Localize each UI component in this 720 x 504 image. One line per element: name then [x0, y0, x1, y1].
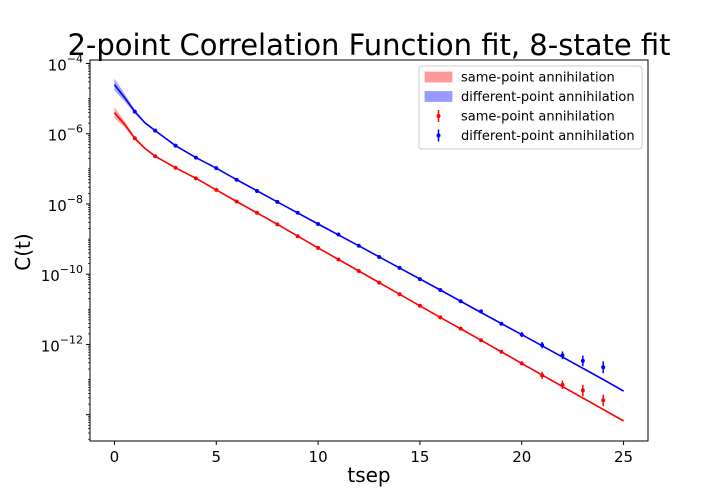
chart-title: 2-point Correlation Function fit, 8-stat… — [67, 28, 670, 62]
data-point — [132, 136, 137, 141]
x-axis-label: tsep — [347, 463, 390, 487]
data-point — [519, 361, 524, 366]
legend-label: different-point annihilation — [461, 129, 635, 144]
data-point — [275, 222, 280, 227]
legend-label: same-point annihilation — [461, 110, 615, 125]
data-point — [417, 277, 422, 282]
data-point — [254, 210, 259, 215]
data-point — [193, 155, 198, 160]
data-point — [234, 177, 239, 182]
legend-label: different-point annihilation — [461, 90, 635, 105]
data-point — [193, 176, 198, 181]
x-tick-label: 20 — [512, 448, 531, 466]
data-point — [295, 210, 300, 215]
x-tick-label: 0 — [110, 448, 120, 466]
data-point — [601, 365, 606, 370]
data-point — [580, 358, 585, 363]
y-tick-label: 10−12 — [41, 333, 83, 355]
data-point — [295, 234, 300, 239]
x-tick-label: 15 — [410, 448, 429, 466]
legend-label: same-point annihilation — [461, 71, 615, 86]
data-point — [173, 143, 178, 148]
data-point — [356, 243, 361, 248]
y-axis-ticks: 10−4 10−6 10−8 10−10 10−12 — [41, 53, 90, 440]
data-point — [499, 321, 504, 326]
data-point — [275, 199, 280, 204]
data-points — [132, 109, 606, 406]
legend: same-point annihilation different-point a… — [418, 65, 643, 150]
data-point — [438, 288, 443, 293]
data-point — [560, 353, 565, 358]
data-point — [214, 166, 219, 171]
y-tick-label: 10−4 — [48, 53, 83, 75]
data-point — [173, 165, 178, 170]
data-point — [397, 265, 402, 270]
legend-band-swatch — [424, 91, 453, 102]
data-point — [254, 188, 259, 193]
data-point — [214, 187, 219, 192]
data-point — [499, 349, 504, 354]
data-point — [132, 109, 137, 114]
y-tick-label: 10−8 — [48, 193, 83, 215]
data-point — [458, 299, 463, 304]
data-point — [153, 154, 158, 159]
legend-point-swatch — [436, 133, 441, 138]
x-tick-label: 10 — [309, 448, 328, 466]
data-point — [560, 382, 565, 387]
data-point — [479, 309, 484, 314]
data-point — [356, 269, 361, 274]
data-point — [316, 245, 321, 250]
legend-band-swatch — [424, 71, 453, 83]
y-axis-label: C(t) — [11, 233, 35, 270]
data-point — [580, 388, 585, 393]
data-point — [153, 128, 158, 133]
data-point — [479, 338, 484, 343]
data-point — [601, 398, 606, 403]
data-point — [234, 199, 239, 204]
data-point — [397, 292, 402, 297]
legend-point-swatch — [436, 114, 441, 118]
x-tick-label: 25 — [614, 448, 633, 466]
data-point — [519, 332, 524, 337]
legend-frame — [418, 65, 643, 150]
data-point — [458, 326, 463, 331]
data-point — [540, 373, 545, 378]
x-tick-label: 5 — [211, 448, 221, 466]
y-tick-label: 10−6 — [48, 123, 83, 145]
x-axis-ticks: 0 5 10 15 20 25 — [110, 441, 633, 466]
y-tick-label: 10−10 — [41, 263, 83, 285]
data-point — [377, 254, 382, 259]
data-point — [417, 303, 422, 308]
data-point — [377, 280, 382, 285]
data-point — [336, 232, 341, 237]
data-point — [540, 343, 545, 348]
data-point — [316, 221, 321, 226]
data-point — [438, 315, 443, 320]
data-point — [336, 257, 341, 262]
plot-frame — [89, 59, 649, 442]
